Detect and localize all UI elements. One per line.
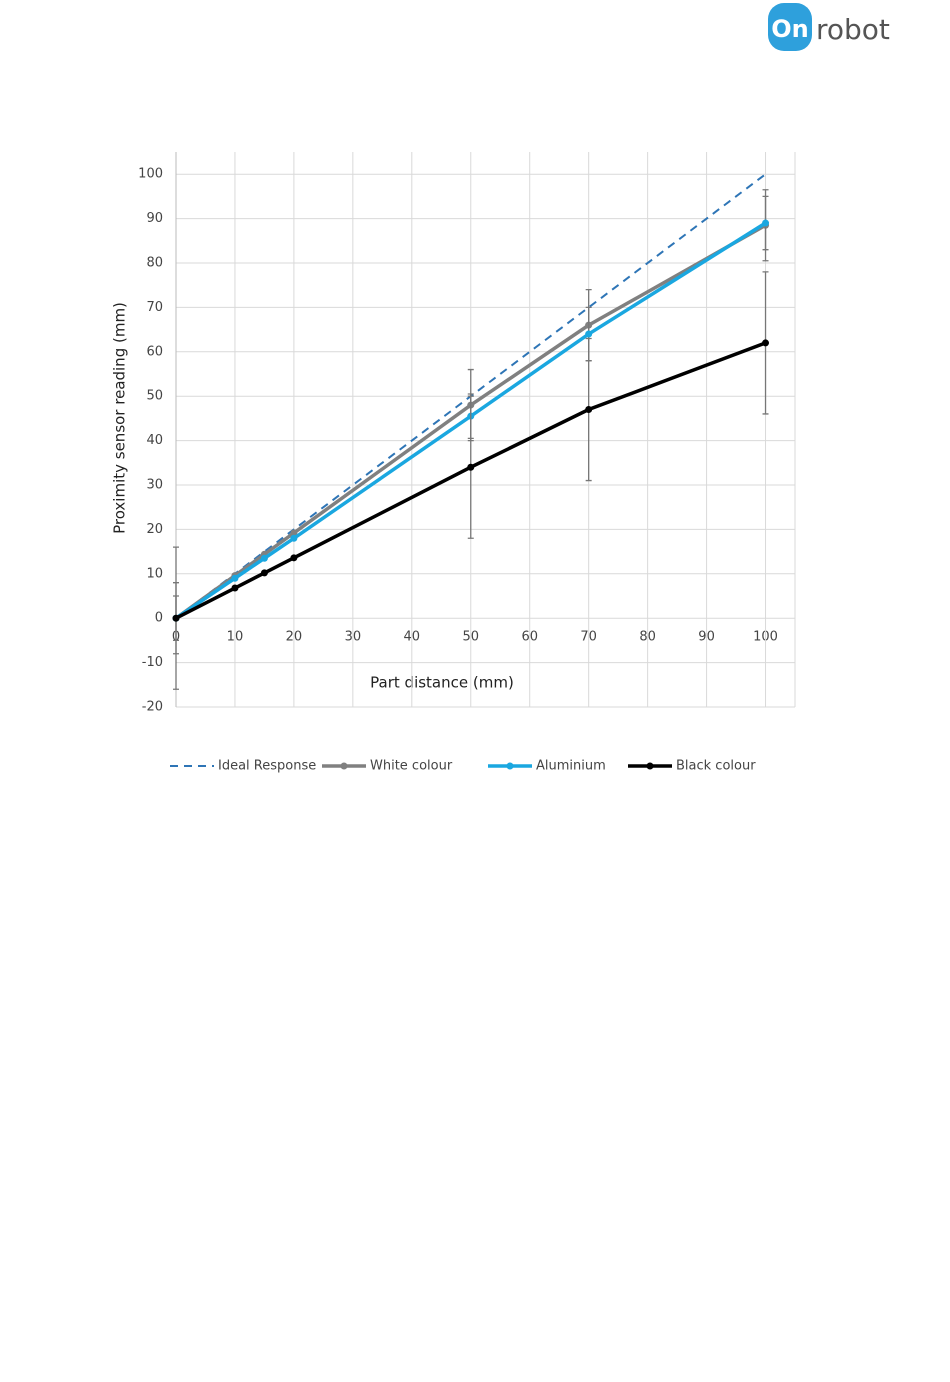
legend-label: Aluminium xyxy=(536,759,606,774)
data-point xyxy=(231,574,239,582)
data-point xyxy=(172,614,180,622)
y-tick-label: 100 xyxy=(138,167,163,182)
y-tick-label: 80 xyxy=(146,256,163,271)
data-point xyxy=(467,463,475,471)
y-tick-label: 60 xyxy=(146,344,163,359)
legend-marker xyxy=(340,762,348,770)
y-tick-label: 70 xyxy=(146,300,163,315)
data-point xyxy=(260,554,268,562)
logo-mark: On xyxy=(771,15,809,43)
legend-marker xyxy=(646,762,654,770)
y-tick-label: 30 xyxy=(146,478,163,493)
logo-badge xyxy=(768,3,812,51)
y-tick-label: 50 xyxy=(146,389,163,404)
y-tick-label: -20 xyxy=(142,700,163,715)
y-tick-label: 0 xyxy=(155,611,163,626)
y-tick-label: 40 xyxy=(146,433,163,448)
legend-marker xyxy=(506,762,514,770)
y-tick-label: -10 xyxy=(142,655,163,670)
data-point xyxy=(585,330,593,338)
data-point xyxy=(290,529,298,537)
legend-label: Ideal Response xyxy=(218,759,316,774)
data-point xyxy=(231,584,239,592)
data-point xyxy=(585,406,593,414)
y-axis-label: Proximity sensor reading (mm) xyxy=(111,302,129,534)
data-point xyxy=(762,219,770,227)
legend-label: Black colour xyxy=(676,759,756,774)
y-tick-label: 20 xyxy=(146,522,163,537)
data-point xyxy=(260,569,268,577)
x-axis-label: Part distance (mm) xyxy=(370,674,514,692)
data-point xyxy=(290,554,298,562)
data-point xyxy=(290,534,298,542)
logo-text: robot xyxy=(816,13,890,46)
y-tick-label: 10 xyxy=(146,566,163,581)
legend-label: White colour xyxy=(370,759,453,774)
y-tick-label: 90 xyxy=(146,211,163,226)
data-point xyxy=(762,339,770,347)
